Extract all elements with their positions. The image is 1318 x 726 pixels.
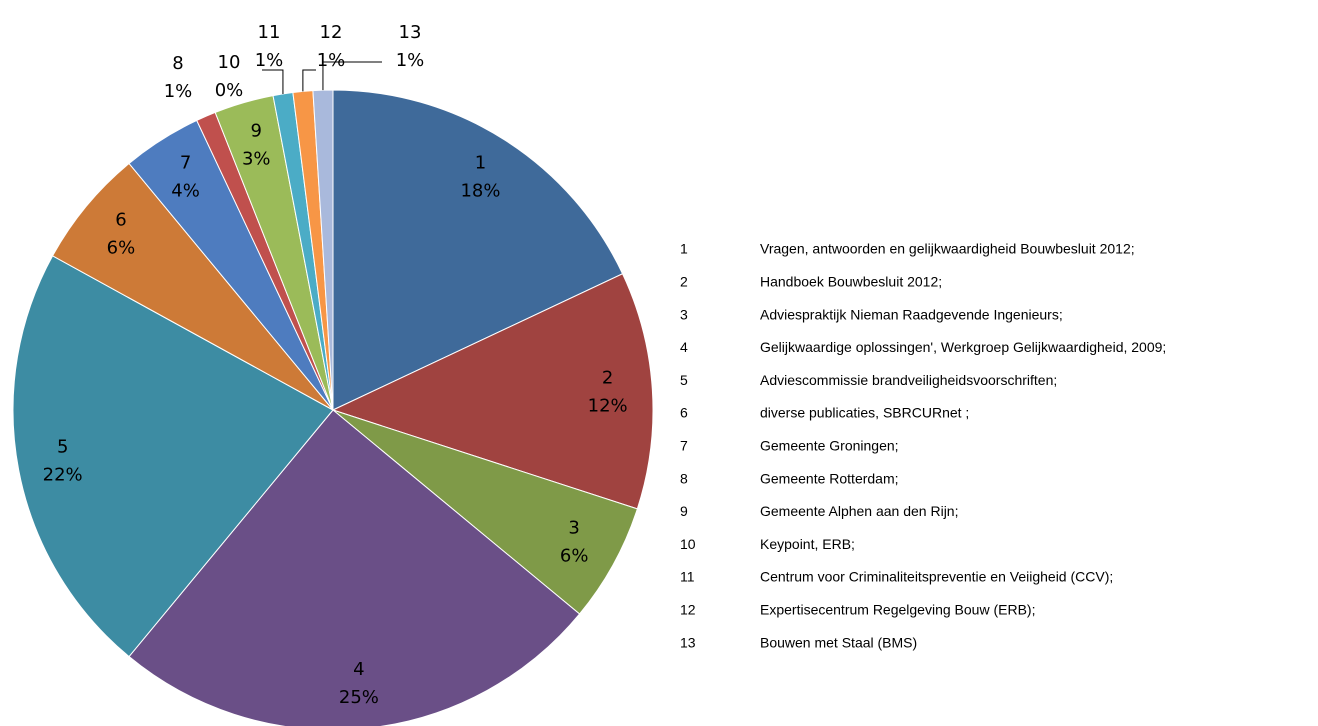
slice-category: 7: [180, 153, 191, 174]
legend-description: Gemeente Groningen;: [760, 438, 899, 454]
slice-value-label: 22%: [43, 465, 83, 486]
legend-description: Centrum voor Criminaliteitspreventie en …: [760, 569, 1113, 585]
pie-slice: [331, 273, 654, 510]
pie-slice: [332, 89, 624, 411]
legend-number: 6: [680, 405, 688, 421]
leader-line: [262, 69, 284, 94]
legend-number: 2: [680, 274, 688, 290]
slice-value-label: 0%: [215, 80, 244, 101]
slice-category: 13: [399, 22, 422, 43]
pie-slice: [51, 162, 334, 411]
slice-value-label: 6%: [560, 546, 589, 567]
leader-line: [322, 61, 382, 91]
slice-value-label: 25%: [339, 687, 379, 708]
slice-value-label: 6%: [107, 238, 136, 259]
slice-value-label: 1%: [164, 81, 193, 102]
slice-category: 1: [475, 153, 486, 174]
legend-description: Expertisecentrum Regelgeving Bouw (ERB);: [760, 602, 1035, 618]
legend-description: diverse publicaties, SBRCURnet ;: [760, 405, 969, 421]
legend-description: Vragen, antwoorden en gelijkwaardigheid …: [760, 241, 1135, 257]
slice-value-label: 1%: [255, 50, 284, 71]
slice-category: 10: [218, 52, 241, 73]
slice-category: 4: [353, 659, 364, 680]
legend-number: 8: [680, 470, 688, 486]
legend-number: 5: [680, 372, 688, 388]
leader-line: [302, 69, 316, 92]
legend-description: Adviescommissie brandveiligheidsvoorschr…: [760, 372, 1057, 388]
slice-value-label: 1%: [396, 50, 425, 71]
slice-category: 2: [602, 368, 613, 389]
slice-value-label: 18%: [460, 181, 500, 202]
legend-number: 10: [680, 536, 696, 552]
slice-category: 5: [57, 437, 68, 458]
legend-number: 7: [680, 438, 688, 454]
slice-category: 9: [250, 121, 261, 142]
legend-number: 12: [680, 602, 696, 618]
pie-slice: [332, 409, 638, 615]
legend-description: Adviespraktijk Nieman Raadgevende Ingeni…: [760, 306, 1063, 322]
legend-description: Keypoint, ERB;: [760, 536, 855, 552]
slice-category: 8: [172, 53, 183, 74]
slice-value-label: 12%: [588, 396, 628, 417]
slice-category: 11: [258, 22, 281, 43]
pie-slice: [128, 409, 581, 726]
legend-number: 13: [680, 634, 696, 650]
legend-number: 9: [680, 503, 688, 519]
legend-number: 3: [680, 306, 688, 322]
legend-number: 11: [680, 569, 695, 585]
legend-description: Handboek Bouwbesluit 2012;: [760, 274, 942, 290]
legend-description: Bouwen met Staal (BMS): [760, 634, 917, 650]
slice-value-label: 1%: [317, 50, 346, 71]
legend-description: Gemeente Rotterdam;: [760, 470, 899, 486]
slice-category: 6: [115, 210, 126, 231]
slice-category: 3: [568, 518, 579, 539]
legend-description: Gemeente Alphen aan den Rijn;: [760, 503, 958, 519]
pie-slice: [12, 255, 334, 658]
slice-category: 12: [320, 22, 343, 43]
legend-description: Gelijkwaardige oplossingen', Werkgroep G…: [760, 339, 1166, 355]
slice-value-label: 4%: [171, 181, 200, 202]
legend-number: 1: [680, 241, 688, 257]
legend-number: 4: [680, 339, 688, 355]
slice-value-label: 3%: [242, 149, 271, 170]
